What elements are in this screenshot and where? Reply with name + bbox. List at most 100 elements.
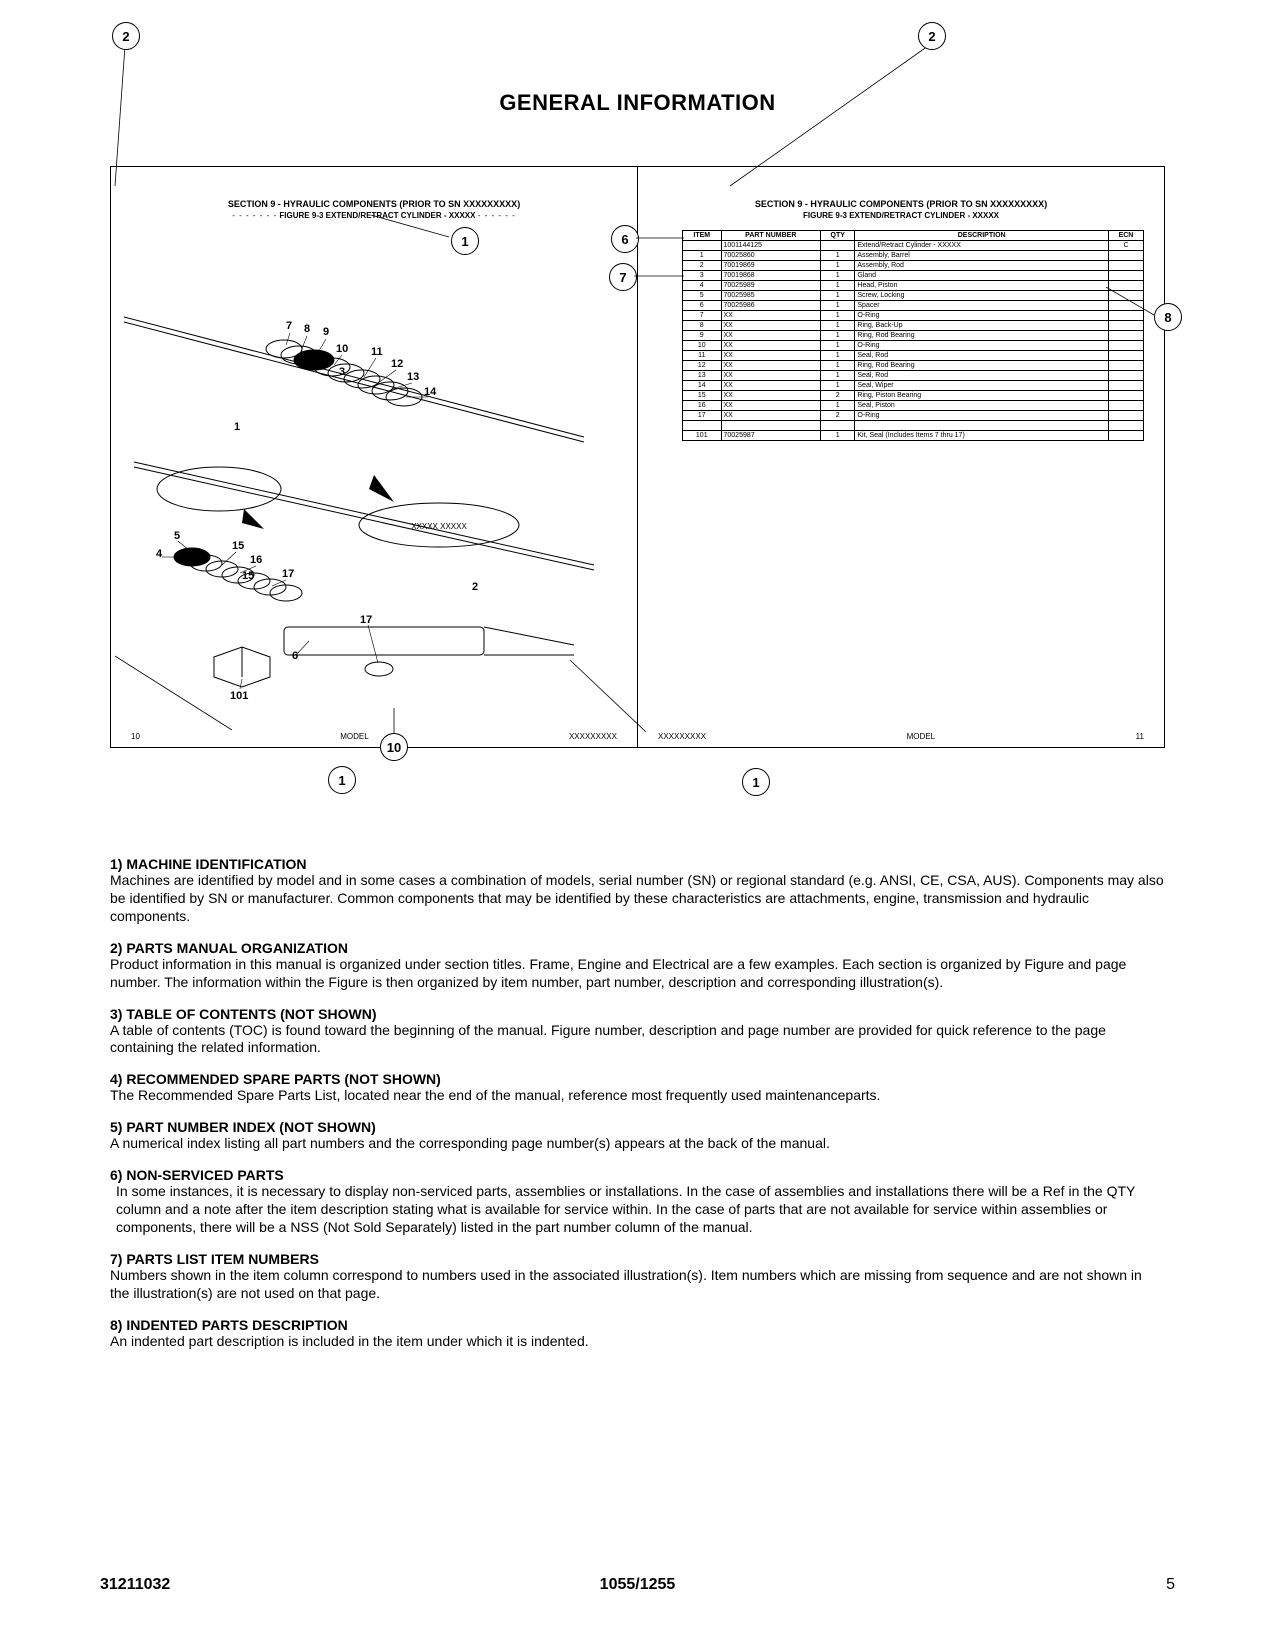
callout-2-left: 2	[112, 22, 140, 50]
table-row: 1700258601Assembly, Barrel	[683, 251, 1144, 261]
callout-6: 6	[611, 225, 639, 253]
svg-text:1: 1	[234, 421, 240, 433]
table-row: 3700198681Gland	[683, 271, 1144, 281]
svg-text:XXXXX XXXXX: XXXXX XXXXX	[411, 522, 467, 531]
table-row: 9XX1Ring, Rod Bearing	[683, 331, 1144, 341]
svg-text:16: 16	[250, 554, 262, 566]
right-foot-center: MODEL	[907, 732, 935, 741]
figure-left-panel: SECTION 9 - HYRAULIC COMPONENTS (PRIOR T…	[111, 167, 638, 747]
right-header-2: FIGURE 9-3 EXTEND/RETRACT CYLINDER - XXX…	[638, 211, 1164, 220]
svg-text:17: 17	[282, 568, 294, 580]
th-description: DESCRIPTION	[855, 231, 1109, 241]
svg-text:11: 11	[371, 346, 383, 358]
left-foot-right: XXXXXXXXX	[569, 732, 617, 741]
section-body: Numbers shown in the item column corresp…	[110, 1267, 1165, 1303]
th-qty: QTY	[821, 231, 855, 241]
left-foot: 10 MODEL XXXXXXXXX	[111, 732, 637, 741]
callout-6-leader	[636, 233, 686, 243]
table-row: 6700259861Spacer	[683, 301, 1144, 311]
table-row: 11XX1Seal, Rod	[683, 351, 1144, 361]
section-body: An indented part description is included…	[110, 1333, 1165, 1351]
th-item: ITEM	[683, 231, 722, 241]
section: 2) PARTS MANUAL ORGANIZATIONProduct info…	[110, 940, 1165, 992]
svg-text:14: 14	[424, 386, 437, 398]
sections: 1) MACHINE IDENTIFICATIONMachines are id…	[110, 856, 1165, 1351]
callout-8: 8	[1154, 303, 1182, 331]
left-foot-center: MODEL	[340, 732, 368, 741]
section-body: A numerical index listing all part numbe…	[110, 1135, 1165, 1153]
section-body: The Recommended Spare Parts List, locate…	[110, 1087, 1165, 1105]
section: 4) RECOMMENDED SPARE PARTS (NOT SHOWN)Th…	[110, 1071, 1165, 1105]
section: 1) MACHINE IDENTIFICATIONMachines are id…	[110, 856, 1165, 926]
svg-text:15: 15	[242, 570, 254, 582]
th-ecn: ECN	[1108, 231, 1143, 241]
section: 7) PARTS LIST ITEM NUMBERSNumbers shown …	[110, 1251, 1165, 1303]
footer-center: 1055/1255	[100, 1576, 1175, 1594]
svg-text:10: 10	[336, 343, 348, 355]
page-title: GENERAL INFORMATION	[110, 90, 1165, 116]
table-row: 14XX1Seal, Wiper	[683, 381, 1144, 391]
figure-right-panel: SECTION 9 - HYRAULIC COMPONENTS (PRIOR T…	[638, 167, 1164, 747]
left-header-1: SECTION 9 - HYRAULIC COMPONENTS (PRIOR T…	[111, 199, 637, 209]
callout-1-mid-leader	[371, 215, 461, 245]
th-part-number: PART NUMBER	[721, 231, 821, 241]
callout-10-leader	[390, 708, 410, 738]
callout-7-leader	[634, 271, 686, 281]
svg-text:9: 9	[323, 326, 329, 338]
exploded-view-drawing: XXXXX XXXXX	[111, 227, 637, 727]
right-foot-left: XXXXXXXXX	[658, 732, 706, 741]
table-row: 16XX1Seal, Piston	[683, 401, 1144, 411]
right-foot: XXXXXXXXX MODEL 11	[638, 732, 1164, 741]
table-row: 13XX1Seal, Rod	[683, 371, 1144, 381]
callout-1-br: 1	[742, 768, 770, 796]
section-body: Product information in this manual is or…	[110, 956, 1165, 992]
section-head: 6) NON-SERVICED PARTS	[110, 1167, 1165, 1183]
svg-text:13: 13	[407, 371, 419, 383]
table-row	[683, 421, 1144, 431]
section-body: In some instances, it is necessary to di…	[116, 1183, 1165, 1237]
section-body: A table of contents (TOC) is found towar…	[110, 1022, 1165, 1058]
section: 6) NON-SERVICED PARTSIn some instances, …	[110, 1167, 1165, 1237]
svg-text:3: 3	[339, 366, 345, 378]
table-row: 15XX2Ring, Piston Bearing	[683, 391, 1144, 401]
callout-8-leader	[1106, 287, 1156, 327]
parts-table: ITEMPART NUMBERQTYDESCRIPTIONECN 1001144…	[682, 230, 1144, 441]
svg-text:17: 17	[360, 614, 372, 626]
table-row: 2700198691Assembly, Rod	[683, 261, 1144, 271]
callout-7: 7	[609, 263, 637, 291]
table-row: 7XX1O-Ring	[683, 311, 1144, 321]
section: 3) TABLE OF CONTENTS (NOT SHOWN)A table …	[110, 1006, 1165, 1058]
section-body: Machines are identified by model and in …	[110, 872, 1165, 926]
svg-text:5: 5	[174, 530, 180, 542]
section-head: 4) RECOMMENDED SPARE PARTS (NOT SHOWN)	[110, 1071, 1165, 1087]
table-row: 4700259891Head, Piston	[683, 281, 1144, 291]
svg-text:4: 4	[156, 548, 163, 560]
section-head: 7) PARTS LIST ITEM NUMBERS	[110, 1251, 1165, 1267]
svg-text:15: 15	[232, 540, 244, 552]
section-head: 8) INDENTED PARTS DESCRIPTION	[110, 1317, 1165, 1333]
svg-text:7: 7	[286, 320, 292, 332]
left-foot-left: 10	[131, 732, 140, 741]
callout-1-bl: 1	[328, 766, 356, 794]
section-head: 2) PARTS MANUAL ORGANIZATION	[110, 940, 1165, 956]
section: 8) INDENTED PARTS DESCRIPTIONAn indented…	[110, 1317, 1165, 1351]
footer: 31211032 1055/1255 5	[100, 1576, 1175, 1594]
table-row: 17XX2O-Ring	[683, 411, 1144, 421]
section-head: 3) TABLE OF CONTENTS (NOT SHOWN)	[110, 1006, 1165, 1022]
svg-text:6: 6	[292, 650, 298, 662]
section-head: 5) PART NUMBER INDEX (NOT SHOWN)	[110, 1119, 1165, 1135]
figure-box: SECTION 9 - HYRAULIC COMPONENTS (PRIOR T…	[110, 166, 1165, 748]
table-row: 1001144125Extend/Retract Cylinder - XXXX…	[683, 241, 1144, 251]
section-head: 1) MACHINE IDENTIFICATION	[110, 856, 1165, 872]
table-row: 12XX1Ring, Rod Bearing	[683, 361, 1144, 371]
section: 5) PART NUMBER INDEX (NOT SHOWN)A numeri…	[110, 1119, 1165, 1153]
svg-text:12: 12	[391, 358, 403, 370]
table-row: 5700259851Screw, Locking	[683, 291, 1144, 301]
svg-text:8: 8	[304, 323, 310, 335]
table-row: 8XX1Ring, Back-Up	[683, 321, 1144, 331]
callout-2-right: 2	[918, 22, 946, 50]
table-row: 101700259871Kit, Seal (Includes Items 7 …	[683, 431, 1144, 441]
table-row: 10XX1O-Ring	[683, 341, 1144, 351]
svg-text:101: 101	[230, 690, 248, 702]
right-header-1: SECTION 9 - HYRAULIC COMPONENTS (PRIOR T…	[638, 199, 1164, 209]
